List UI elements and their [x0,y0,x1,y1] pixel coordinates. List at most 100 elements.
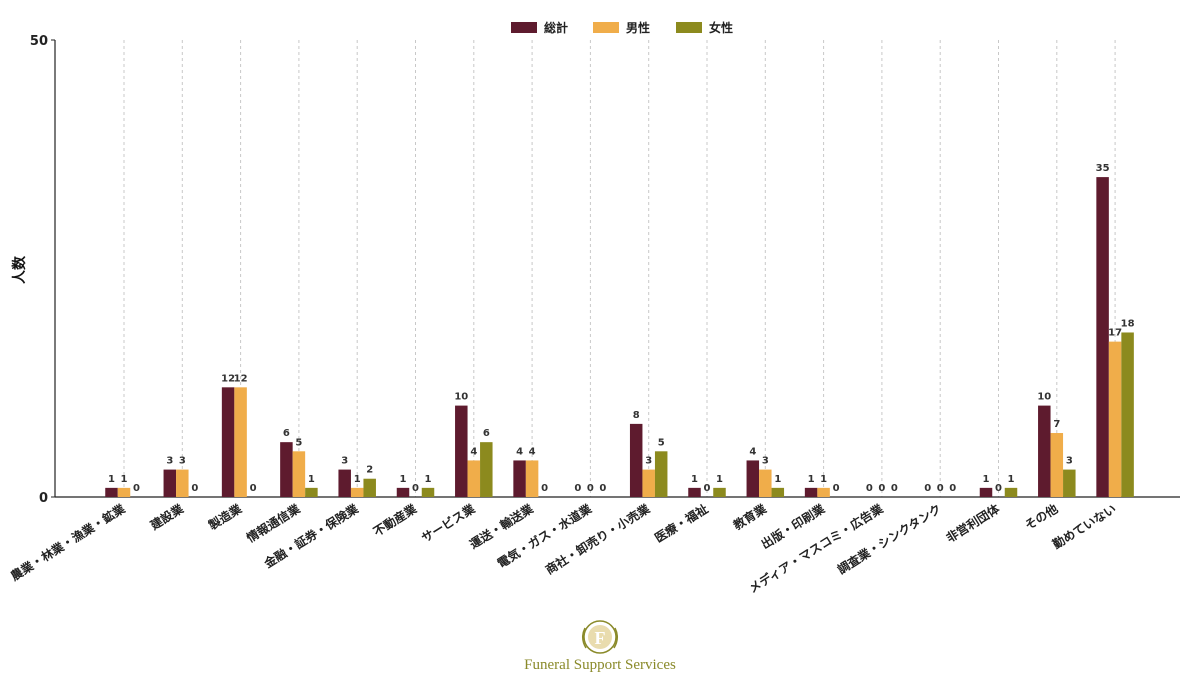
bar [350,487,364,497]
bar-value-label: 6 [283,428,290,439]
legend-label: 女性 [709,20,733,35]
bars [105,177,1134,497]
bar-value-label: 3 [762,456,769,467]
category-label: 医療・福祉 [652,501,711,546]
bar [338,469,351,497]
bar-value-label: 1 [983,474,990,485]
bar [363,478,376,497]
bar [234,387,247,497]
bar-value-label: 0 [574,483,581,494]
category-label: 金融・証券・保険業 [260,500,361,571]
bar [163,469,177,497]
bar-value-label: 0 [587,483,594,494]
logo-text: Funeral Support Services [524,657,676,673]
bar [1038,405,1051,497]
y-axis-label: 人数 [11,255,28,284]
bar [513,460,526,497]
bar-value-label: 1 [808,474,815,485]
bar-value-label: 10 [1037,392,1051,403]
bar-value-label: 35 [1096,163,1110,174]
bar-value-label: 8 [633,410,640,421]
bar-value-label: 1 [425,474,432,485]
bar [292,451,306,497]
bar-value-label: 1 [691,474,698,485]
bar-value-label: 0 [541,483,548,494]
bar-value-label: 1 [1008,474,1015,485]
category-label: 製造業 [205,500,245,533]
bar [1050,433,1064,497]
bar [654,451,668,497]
bar-value-label: 10 [454,392,468,403]
bar-value-label: 0 [250,483,257,494]
bar-value-label: 5 [658,437,665,448]
bar [759,469,772,497]
legend-swatch [511,22,537,33]
bar-value-label: 0 [866,483,873,494]
bar [176,469,189,497]
bar-value-label: 18 [1121,318,1135,329]
grid-lines [123,40,1116,497]
bar-value-label: 0 [891,483,898,494]
bar-value-label: 1 [716,474,723,485]
bar-value-label: 3 [166,456,173,467]
bar [746,460,760,497]
bar [1063,469,1076,497]
bar-value-label: 3 [179,456,186,467]
watermark-logo: F Funeral Support Services [524,620,676,673]
logo-laurel-left [582,627,587,649]
bar [1096,177,1109,497]
bar-value-label: 12 [221,373,235,384]
category-label: 電気・ガス・水道業 [494,500,594,570]
legend-label: 男性 [626,20,650,35]
bar [117,487,131,497]
bar-value-label: 1 [774,474,781,485]
bar-value-label: 0 [133,483,140,494]
bar-value-label: 12 [234,373,248,384]
bar-value-label: 4 [749,446,756,457]
bar [455,405,468,497]
category-label: 建設業 [147,500,187,533]
bar-value-label: 4 [516,446,523,457]
axes: 50 0 人数 [11,34,1180,506]
logo-inner-circle [588,625,612,649]
bar [817,487,830,497]
logo-laurel-right [613,627,618,649]
bar [1121,332,1134,497]
bar-value-label: 3 [1066,456,1073,467]
bar-value-label: 0 [599,483,606,494]
legend: 総計 男性 女性 [511,20,733,35]
bar-value-label: 0 [412,483,419,494]
y-tick-label-top: 50 [30,34,48,49]
bar [480,442,493,497]
y-tick-label-bottom: 0 [39,491,48,506]
bar [221,387,235,497]
legend-swatch [593,22,619,33]
bar [525,460,539,497]
bar-value-label: 1 [121,474,128,485]
bar-value-label: 0 [704,483,711,494]
bar-value-label: 1 [400,474,407,485]
bar-value-label: 0 [995,483,1002,494]
bar [105,487,118,497]
bar [421,487,435,497]
bar-value-label: 1 [308,474,315,485]
bar [688,487,701,497]
bar-value-label: 1 [108,474,115,485]
bar-value-label: 0 [191,483,198,494]
bar-value-label: 2 [366,465,373,476]
legend-label: 総計 [544,20,568,35]
bar-value-label: 3 [645,456,652,467]
bar-value-label: 3 [341,456,348,467]
category-label: 教育業 [730,500,770,533]
bar-value-label: 4 [529,446,536,457]
bar [305,487,318,497]
bar-value-label: 0 [937,483,944,494]
category-label: 不動産業 [370,500,420,539]
logo-letter: F [595,628,606,648]
bar-value-label: 4 [470,446,477,457]
bar-value-label: 1 [820,474,827,485]
category-label: 非営利団体 [943,500,1003,545]
